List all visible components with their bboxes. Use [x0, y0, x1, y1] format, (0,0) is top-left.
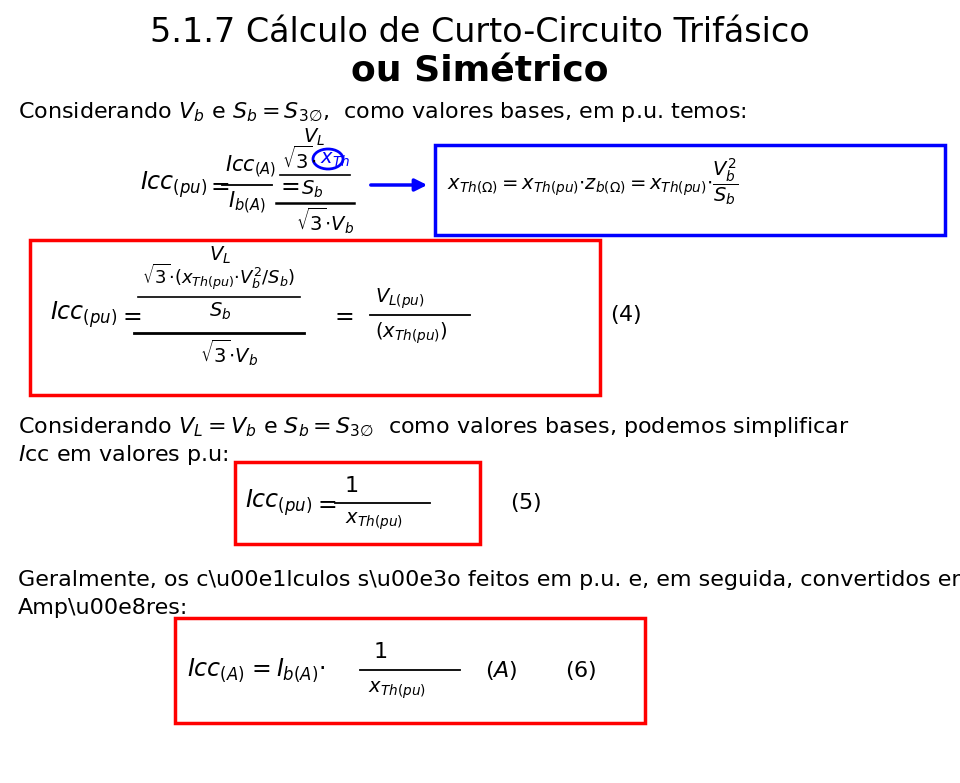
Text: $Icc_{(pu)}$: $Icc_{(pu)}$ [245, 488, 312, 518]
Text: ou Simétrico: ou Simétrico [351, 55, 609, 89]
Text: $1$: $1$ [372, 642, 387, 662]
Text: Considerando $V_L = V_b$ e $S_b = S_{3\varnothing}$  como valores bases, podemos: Considerando $V_L = V_b$ e $S_b = S_{3\v… [18, 415, 850, 438]
Bar [175, 618, 645, 723]
Text: $(4)$: $(4)$ [610, 304, 641, 327]
Text: $=$: $=$ [118, 303, 142, 327]
Bar [235, 462, 480, 544]
Text: $= I_{b(A)}{\cdot}$: $= I_{b(A)}{\cdot}$ [247, 656, 325, 684]
Text: $Icc_{(pu)}$: $Icc_{(pu)}$ [140, 170, 207, 200]
Text: $x_{Th(pu)}$: $x_{Th(pu)}$ [368, 679, 426, 701]
Text: $=$: $=$ [206, 173, 229, 197]
Bar [30, 240, 600, 395]
Text: $=$: $=$ [330, 303, 354, 327]
Text: $x_{Th(pu)}$: $x_{Th(pu)}$ [345, 511, 403, 532]
Text: $(6)$: $(6)$ [565, 659, 596, 681]
Text: 5.1.7 Cálculo de Curto-Circuito Trifásico: 5.1.7 Cálculo de Curto-Circuito Trifásic… [150, 16, 810, 49]
Text: $Icc_{(A)}$: $Icc_{(A)}$ [225, 153, 276, 180]
Text: $\sqrt{3}{\cdot}V_b$: $\sqrt{3}{\cdot}V_b$ [296, 206, 354, 236]
Text: $S_b$: $S_b$ [300, 179, 324, 200]
Text: $1$: $1$ [344, 476, 358, 496]
Text: $S_b$: $S_b$ [209, 301, 231, 322]
Text: $(A)$: $(A)$ [485, 659, 517, 681]
Bar [435, 145, 945, 235]
Text: $V_{L(pu)}$: $V_{L(pu)}$ [375, 287, 424, 312]
Text: Considerando $V_b$ e $S_b = S_{3\varnothing}$,  como valores bases, em p.u. temo: Considerando $V_b$ e $S_b = S_{3\varnoth… [18, 100, 747, 124]
Text: Geralmente, os c\u00e1lculos s\u00e3o feitos em p.u. e, em seguida, convertidos : Geralmente, os c\u00e1lculos s\u00e3o fe… [18, 570, 960, 590]
Text: $x_{Th(\Omega)} = x_{Th(pu)}{\cdot}z_{b(\Omega)} = x_{Th(pu)}{\cdot}\dfrac{V_b^2: $x_{Th(\Omega)} = x_{Th(pu)}{\cdot}z_{b(… [447, 157, 738, 207]
Text: $Icc_{(A)}$: $Icc_{(A)}$ [187, 656, 245, 684]
Text: Amp\u00e8res:: Amp\u00e8res: [18, 598, 188, 618]
Text: $I$cc em valores p.u:: $I$cc em valores p.u: [18, 443, 228, 467]
Text: $\sqrt{3}{\cdot}(x_{Th(pu)}{\cdot}V_b^2/S_b)$: $\sqrt{3}{\cdot}(x_{Th(pu)}{\cdot}V_b^2/… [142, 262, 295, 292]
Text: $\sqrt{3}{\cdot}$: $\sqrt{3}{\cdot}$ [282, 146, 317, 172]
Text: $Icc_{(pu)}$: $Icc_{(pu)}$ [50, 300, 117, 330]
Text: $x_{Th}$: $x_{Th}$ [320, 150, 350, 168]
Text: $I_{b(A)}$: $I_{b(A)}$ [228, 189, 266, 216]
Text: $(5)$: $(5)$ [510, 492, 541, 514]
Text: $\sqrt{3}{\cdot}V_b$: $\sqrt{3}{\cdot}V_b$ [200, 337, 258, 368]
Text: $V_L$: $V_L$ [303, 126, 325, 148]
Text: $=$: $=$ [276, 173, 300, 197]
Text: $V_L$: $V_L$ [209, 244, 231, 265]
Text: $=$: $=$ [313, 491, 337, 515]
Text: $(x_{Th(pu)})$: $(x_{Th(pu)})$ [375, 320, 447, 346]
